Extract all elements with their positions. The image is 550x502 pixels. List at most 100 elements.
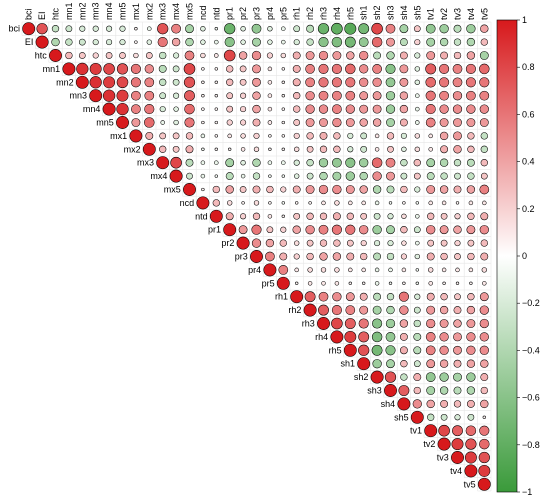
colorbar-tick-label: 0.2 xyxy=(522,204,535,214)
corr-circle-mn4-mn5 xyxy=(116,102,129,116)
corr-circle-mn3-tv5 xyxy=(479,90,490,101)
corr-circle-mx2-sh1 xyxy=(360,145,368,153)
corr-circle-mn2-mx2 xyxy=(144,77,155,88)
corr-circle-mn5-rh4 xyxy=(332,117,342,128)
corr-circle-bci-mn4 xyxy=(106,25,113,32)
corr-circle-mx3-pr1 xyxy=(225,158,235,168)
corr-circle-mn5-mx2 xyxy=(144,117,155,128)
corr-circle-rh2-rh2 xyxy=(303,303,317,317)
corr-circle-pr1-rh1 xyxy=(292,225,301,234)
corr-circle-pr4-tv4 xyxy=(468,267,474,273)
corr-circle-mn5-rh3 xyxy=(319,118,328,127)
corr-circle-tv2-tv4 xyxy=(465,438,477,450)
corr-circle-sh1-tv2 xyxy=(439,359,449,368)
corr-circle-sh1-sh4 xyxy=(400,360,408,368)
column-label-pr4: pr4 xyxy=(265,7,275,20)
grid-lines xyxy=(21,21,492,492)
corr-circle-rh3-sh3 xyxy=(385,318,396,329)
column-label-tv3: tv3 xyxy=(453,8,463,20)
corr-circle-mn4-tv1 xyxy=(425,104,436,115)
corr-circle-sh3-tv2 xyxy=(439,386,449,395)
corr-circle-mn1-mx4 xyxy=(172,65,180,73)
corr-circle-mn3-sh3 xyxy=(385,91,396,101)
corr-circle-ncd-rh4 xyxy=(334,200,340,206)
corr-circle-mn2-rh1 xyxy=(292,78,301,87)
colorbar-tick-label: 0.4 xyxy=(522,157,535,167)
corr-circle-ntd-tv5 xyxy=(480,212,489,221)
corr-circle-bci-ncd xyxy=(200,26,206,32)
corr-circle-mx3-mx5 xyxy=(185,158,194,167)
colorbar-gradient xyxy=(496,19,518,493)
column-label-mx5: mx5 xyxy=(185,3,195,20)
corr-circle-mn2-mn5 xyxy=(116,76,129,89)
corr-circle-sh1-tv5 xyxy=(480,359,489,368)
corr-circle-ntd-rh2 xyxy=(306,212,314,220)
corr-circle-EI-mx4 xyxy=(171,37,181,47)
corr-circle-mx4-sh3 xyxy=(386,171,395,181)
corr-circle-rh1-tv4 xyxy=(467,293,475,301)
corr-circle-mn5-ntd xyxy=(214,120,218,125)
corr-circle-bci-tv5 xyxy=(480,24,489,33)
row-label-rh1: rh1 xyxy=(275,292,288,302)
row-label-sh4: sh4 xyxy=(381,399,396,409)
corr-circle-mx2-rh3 xyxy=(319,145,328,153)
corr-circle-mn3-rh1 xyxy=(293,92,301,100)
corr-circle-rh1-tv3 xyxy=(454,293,461,301)
corr-circle-pr1-tv5 xyxy=(479,225,489,235)
corr-circle-htc-mx5 xyxy=(184,50,195,61)
corr-circle-mn3-pr5 xyxy=(281,94,285,98)
corr-circle-EI-mn5 xyxy=(119,39,126,46)
corr-circle-mx4-rh3 xyxy=(319,171,328,181)
corr-circle-sh2-tv4 xyxy=(466,372,476,382)
corr-circle-pr2-tv1 xyxy=(427,239,435,247)
corr-circle-EI-rh3 xyxy=(318,37,329,48)
corr-circle-htc-mn5 xyxy=(119,52,126,59)
corr-circle-htc-sh1 xyxy=(359,50,369,61)
row-label-tv1: tv1 xyxy=(410,426,422,436)
corr-circle-sh5-tv3 xyxy=(454,414,461,421)
corr-circle-bci-rh4 xyxy=(331,22,343,35)
corr-circle-mx1-rh2 xyxy=(306,132,314,140)
corr-circle-rh1-rh1 xyxy=(290,290,304,304)
corr-circle-sh3-tv1 xyxy=(426,386,436,395)
corr-circle-ncd-rh3 xyxy=(321,200,326,206)
corr-circle-pr4-sh3 xyxy=(388,267,393,273)
corr-circle-bci-mn5 xyxy=(119,25,126,32)
corr-circle-mn2-ntd xyxy=(214,80,218,84)
corr-circle-mx4-rh1 xyxy=(294,173,300,179)
corr-circle-sh5-tv1 xyxy=(427,413,435,421)
corr-circle-pr3-pr5 xyxy=(279,252,288,261)
corr-circle-mx4-pr1 xyxy=(225,172,234,181)
corr-circle-mx2-mx5 xyxy=(185,145,194,154)
corr-circle-pr4-rh1 xyxy=(294,267,299,273)
corr-circle-pr3-tv5 xyxy=(480,252,489,261)
corr-circle-htc-mn3 xyxy=(92,52,99,59)
corr-circle-mx2-tv2 xyxy=(440,145,449,154)
corr-circle-mx4-pr5 xyxy=(281,174,285,178)
corr-circle-mx4-ntd xyxy=(214,174,218,178)
corr-circle-rh2-sh2 xyxy=(372,305,382,315)
corr-circle-ncd-tv1 xyxy=(428,200,433,206)
corr-circle-mn3-tv1 xyxy=(425,90,436,101)
corr-circle-bci-rh5 xyxy=(344,22,357,35)
corr-circle-pr1-rh5 xyxy=(345,224,356,235)
corr-circle-pr4-pr5 xyxy=(278,265,289,275)
corr-circle-mx4-rh4 xyxy=(332,171,342,181)
corr-circle-mn1-pr3 xyxy=(252,64,261,74)
corr-circle-mn5-rh5 xyxy=(345,118,355,127)
corr-circle-ncd-pr3 xyxy=(253,200,260,206)
corr-circle-sh4-tv4 xyxy=(466,399,475,408)
corr-circle-mn5-sh5 xyxy=(415,120,420,125)
corr-circle-mn4-sh3 xyxy=(385,104,396,114)
column-label-tv5: tv5 xyxy=(479,8,489,20)
corr-circle-ntd-tv1 xyxy=(427,212,435,220)
corr-circle-mx5-rh5 xyxy=(345,185,355,194)
corr-circle-pr2-sh5 xyxy=(415,240,420,246)
corr-circle-mx2-sh2 xyxy=(374,147,380,152)
corr-circle-mx5-tv4 xyxy=(466,185,476,194)
corr-circle-mn5-sh3 xyxy=(386,118,395,127)
corr-circle-pr4-tv2 xyxy=(441,267,447,273)
corr-circle-mn5-sh1 xyxy=(359,118,368,127)
corr-circle-ncd-rh2 xyxy=(308,201,312,205)
corr-circle-ncd-rh1 xyxy=(295,201,299,205)
